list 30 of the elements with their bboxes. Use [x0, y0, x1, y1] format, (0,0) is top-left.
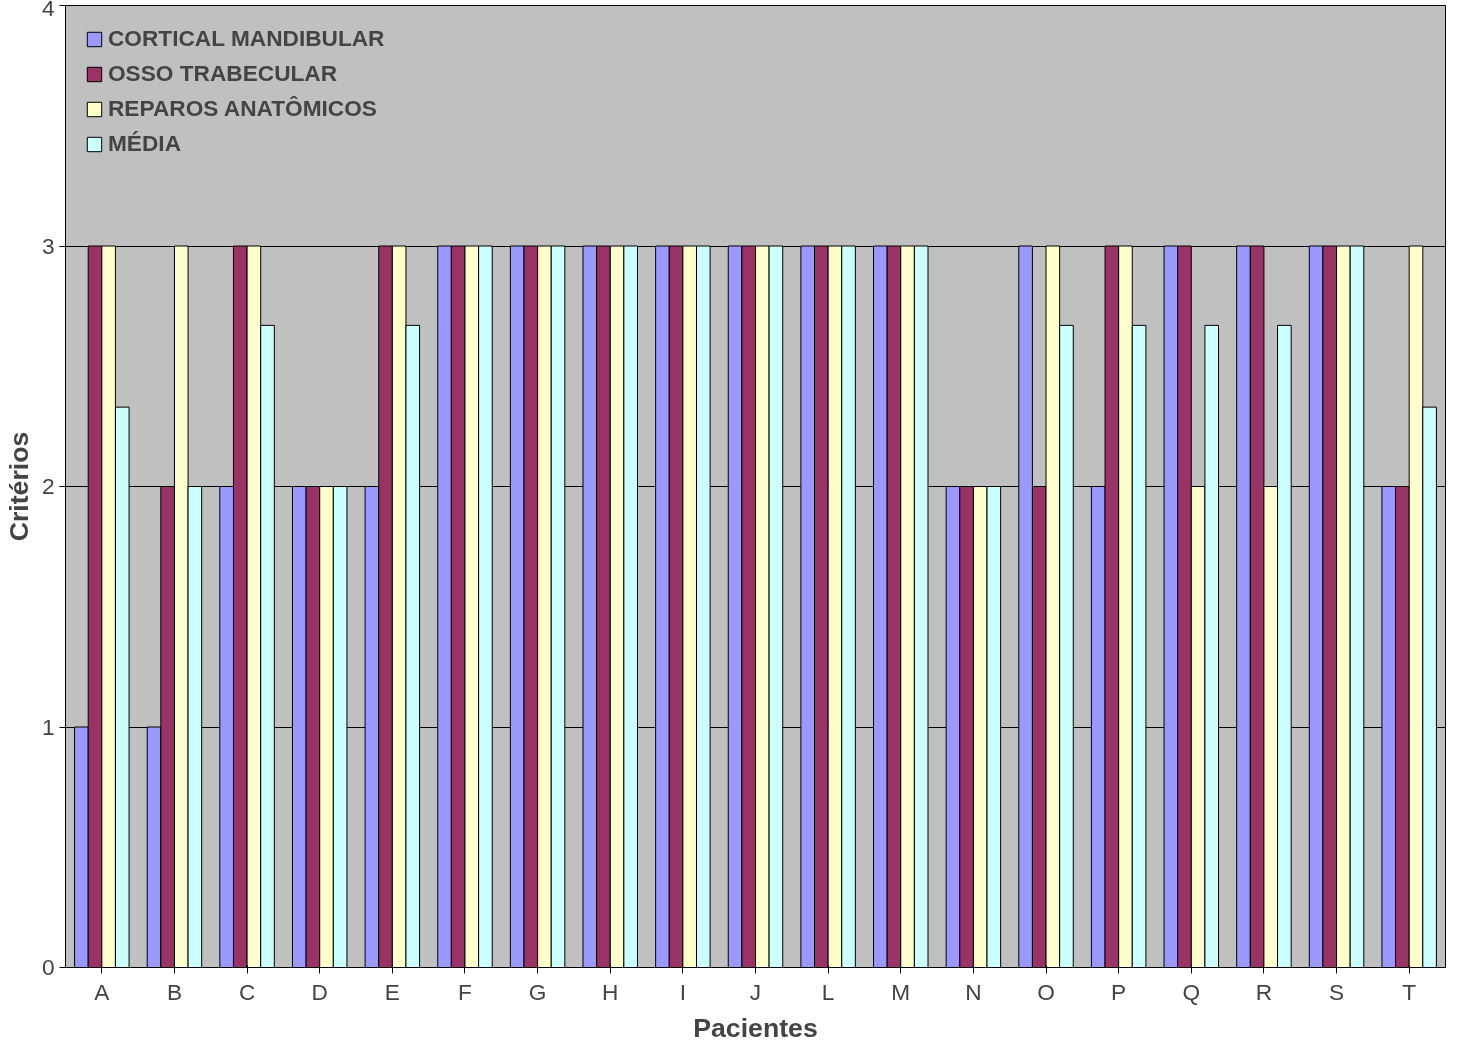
y-tick-label: 0 — [41, 954, 55, 980]
x-tick-label: S — [1329, 978, 1345, 1005]
x-tick-label: G — [528, 978, 547, 1005]
x-tick-label: H — [602, 978, 619, 1005]
x-tick-label: A — [94, 978, 111, 1005]
x-tick-label: B — [166, 978, 183, 1005]
x-tick-label: C — [238, 978, 256, 1005]
x-tick-label: E — [384, 978, 400, 1005]
legend-label: OSSO TRABECULAR — [108, 60, 338, 87]
x-tick-label: F — [458, 978, 472, 1005]
x-tick-label: T — [1402, 978, 1417, 1005]
x-tick-label: R — [1255, 978, 1273, 1005]
x-tick-label: I — [679, 978, 687, 1005]
y-tick-label: 3 — [41, 232, 55, 259]
x-tick-label: N — [965, 978, 982, 1005]
x-tick-label: P — [1111, 978, 1127, 1005]
legend-label: CORTICAL MANDIBULAR — [108, 25, 385, 52]
x-tick-label: M — [891, 978, 911, 1005]
x-tick-label: L — [821, 978, 835, 1005]
y-tick-label: 1 — [41, 713, 55, 740]
y-axis-title: Critérios — [3, 431, 34, 542]
x-tick-label: O — [1037, 978, 1055, 1005]
x-tick-label: J — [749, 978, 762, 1005]
y-tick-label: 4 — [41, 0, 55, 21]
x-axis-title: Pacientes — [693, 1012, 818, 1043]
legend-label: REPAROS ANATÔMICOS — [108, 95, 377, 122]
y-tick-label: 2 — [41, 473, 55, 499]
x-tick-label: D — [311, 978, 328, 1005]
legend-label: MÉDIA — [108, 130, 182, 157]
x-tick-label: Q — [1182, 978, 1201, 1005]
